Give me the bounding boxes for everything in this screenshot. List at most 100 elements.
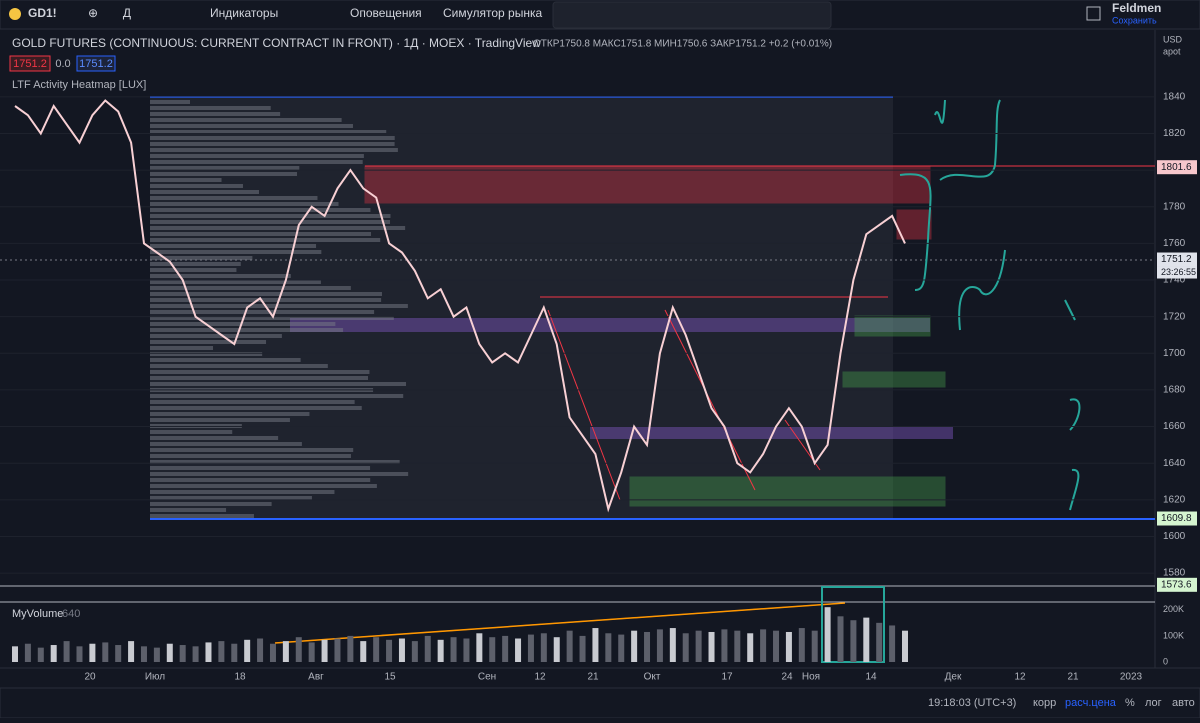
interval[interactable]: Д [123,6,131,20]
currency[interactable]: USD [1163,34,1183,44]
volume-bar [179,645,186,662]
profile-bar [150,334,282,338]
layout-icon[interactable] [1086,6,1101,21]
volume-bar [656,629,663,662]
profile-bar [150,376,369,380]
poc-zone [290,318,930,332]
volume-bar [592,628,599,662]
price-label: 1600 [1163,531,1186,542]
resistance-flag-box [1157,160,1197,175]
profile-bar [150,214,391,218]
price-label: 1680 [1163,385,1186,396]
profile-bar [150,106,271,110]
profile-bar [150,328,344,332]
price-label: 1820 [1163,128,1186,139]
profile-bar [150,232,372,236]
volume-bar [631,630,638,662]
ask-box[interactable] [76,55,116,72]
volume-bar [308,642,315,662]
price-label: 1700 [1163,348,1186,359]
korr[interactable]: корр [1033,697,1056,709]
price-label: 1660 [1163,421,1186,432]
profile-bar [150,286,351,290]
profile-bar [150,502,272,506]
volume-bar [863,617,870,662]
volume-bar [386,639,393,662]
volume-bar [773,630,780,662]
profile-bar [150,190,259,194]
drawing-toolbar[interactable] [552,1,832,29]
price-label: 1840 [1163,91,1186,102]
volume-bar [502,635,509,662]
profile-bar [150,136,395,140]
time-label: 18 [234,672,246,683]
profile-bar [150,460,400,464]
volume-bar [695,630,702,662]
time-label: 12 [1014,672,1026,683]
bid-box[interactable] [9,55,51,72]
add-symbol[interactable]: ⊕ [88,6,98,20]
time-label: Дек [945,672,962,683]
indicators[interactable]: Индикаторы [210,6,278,20]
profile-bar [150,358,301,362]
bottom-bar [0,687,1200,719]
indicator-label: LTF Activity Heatmap [LUX] [12,79,146,91]
symbol-icon[interactable] [9,8,21,20]
profile-bar [150,268,237,272]
volume-bar [192,646,199,662]
auto[interactable]: авто [1172,697,1195,709]
percent[interactable]: % [1125,697,1135,709]
user[interactable]: Feldmen [1112,1,1161,15]
log[interactable]: лог [1145,697,1162,709]
price-label: 1620 [1163,494,1186,505]
ohlc: ОТКР1750.8 МАКС1751.8 МИН1750.6 ЗАКР1751… [533,39,832,50]
price-label: 1580 [1163,568,1186,579]
supply-zone [364,165,931,204]
profile-bar [150,292,382,296]
profile-bar [150,406,362,410]
profile-bar [150,238,381,242]
profile-bar [150,280,321,284]
profile-bar [150,298,382,302]
volume-bar [669,628,676,662]
time-label: 21 [587,672,599,683]
volume-bar [24,643,31,662]
volume-bar [115,645,122,662]
volume-bar [785,631,792,662]
profile-bar [150,130,387,134]
time-label: 20 [84,672,96,683]
replay[interactable]: Симулятор рынка [443,6,542,20]
spread: 0.0 [55,58,70,70]
volume-bar [605,633,612,662]
time-label: Окт [644,672,661,683]
profile-bar [150,274,291,278]
volume-bar [321,639,328,662]
volume-bar [140,646,147,662]
clock: 19:18:03 (UTC+3) [928,697,1016,709]
volume-bar [798,628,805,662]
time-label: 14 [865,672,877,683]
currency-sub[interactable]: apot [1163,46,1181,56]
save[interactable]: Сохранить [1112,15,1157,25]
trend-lines [274,309,846,644]
demand-zone [854,315,931,337]
volume-bar [50,645,57,662]
profile-bar [150,256,253,260]
symbol[interactable]: GD1! [28,6,57,20]
profile-bar [150,466,371,470]
profile-bar [150,100,190,104]
supply-zone-2 [896,209,932,240]
low-flag: 1573.6 [1161,579,1192,590]
volume-bar [218,641,225,662]
profile-bar [150,226,406,230]
price-label: 1780 [1163,201,1186,212]
volume-bar [411,641,418,662]
calc[interactable]: расч.цена [1065,697,1117,709]
profile-bar [150,202,339,206]
volume-bar [231,643,238,662]
alerts[interactable]: Оповещения [350,6,422,20]
volume-bar [128,641,135,662]
profile-bar [150,250,322,254]
price-label: 1720 [1163,311,1186,322]
